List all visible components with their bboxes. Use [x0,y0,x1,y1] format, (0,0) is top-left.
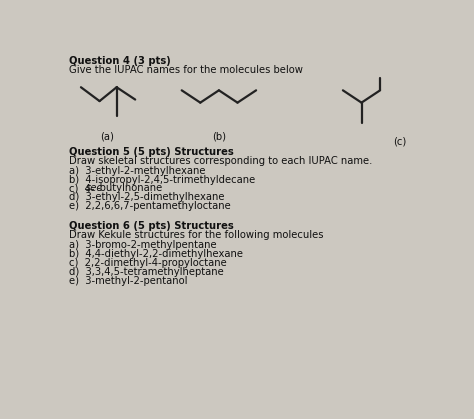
Text: d)  3-ethyl-2,5-dimethylhexane: d) 3-ethyl-2,5-dimethylhexane [69,192,224,202]
Text: Question 4 (3 pts): Question 4 (3 pts) [69,57,170,67]
Text: -butylnonane: -butylnonane [96,184,163,194]
Text: b)  4-isopropyl-2,4,5-trimethyldecane: b) 4-isopropyl-2,4,5-trimethyldecane [69,175,255,185]
Text: c)  4-: c) 4- [69,184,94,194]
Text: a)  3-bromo-2-methylpentane: a) 3-bromo-2-methylpentane [69,240,216,250]
Text: (a): (a) [100,131,114,141]
Text: d)  3,3,4,5-tetramethylheptane: d) 3,3,4,5-tetramethylheptane [69,266,223,277]
Text: Draw skeletal structures corresponding to each IUPAC name.: Draw skeletal structures corresponding t… [69,156,372,166]
Text: Question 5 (5 pts) Structures: Question 5 (5 pts) Structures [69,147,233,157]
Text: (b): (b) [212,131,226,141]
Text: Draw Kekule structures for the following molecules: Draw Kekule structures for the following… [69,230,323,240]
Text: e)  3-methyl-2-pentanol: e) 3-methyl-2-pentanol [69,276,187,285]
Text: a)  3-ethyl-2-methylhexane: a) 3-ethyl-2-methylhexane [69,166,205,176]
Text: (c): (c) [393,137,407,147]
Text: e)  2,2,6,6,7-pentamethyloctane: e) 2,2,6,6,7-pentamethyloctane [69,201,230,211]
Text: Question 6 (5 pts) Structures: Question 6 (5 pts) Structures [69,221,233,231]
Text: sec: sec [86,184,102,194]
Text: c)  2,2-dimethyl-4-propyloctane: c) 2,2-dimethyl-4-propyloctane [69,258,226,268]
Text: Give the IUPAC names for the molecules below: Give the IUPAC names for the molecules b… [69,65,302,75]
Text: b)  4,4-diethyl-2,2-dimethylhexane: b) 4,4-diethyl-2,2-dimethylhexane [69,249,243,259]
